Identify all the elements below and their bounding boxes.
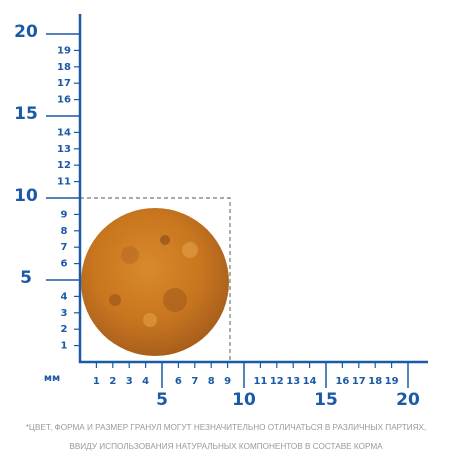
y-tick-label: 19 xyxy=(57,45,71,56)
y-tick-label: 8 xyxy=(61,226,68,237)
y-tick-label: 9 xyxy=(61,209,68,220)
x-tick-label: 1 xyxy=(93,376,100,387)
x-major-label: 5 xyxy=(156,390,168,410)
x-tick-label: 7 xyxy=(191,376,198,387)
x-tick-label: 19 xyxy=(385,376,399,387)
unit-label: мм xyxy=(44,373,60,384)
x-major-label: 15 xyxy=(314,390,338,410)
x-tick-label: 3 xyxy=(126,376,133,387)
y-tick-label: 4 xyxy=(61,291,68,302)
x-tick-label: 13 xyxy=(286,376,300,387)
x-tick-label: 9 xyxy=(224,376,231,387)
y-tick-label: 12 xyxy=(57,160,71,171)
y-tick-label: 7 xyxy=(61,242,68,253)
y-tick-label: 2 xyxy=(61,324,68,335)
x-tick-label: 18 xyxy=(368,376,382,387)
kibble xyxy=(81,208,229,356)
y-major-label: 20 xyxy=(14,22,38,42)
footnote: *ЦВЕТ, ФОРМА И РАЗМЕР ГРАНУЛ МОГУТ НЕЗНА… xyxy=(26,423,427,432)
y-tick-label: 6 xyxy=(61,259,68,270)
x-tick-label: 16 xyxy=(335,376,349,387)
size-box xyxy=(80,197,231,362)
x-tick-label: 8 xyxy=(208,376,215,387)
y-tick-label: 18 xyxy=(57,62,71,73)
x-tick-label: 6 xyxy=(175,376,182,387)
x-tick-label: 11 xyxy=(253,376,267,387)
x-tick-label: 12 xyxy=(270,376,284,387)
y-tick-label: 17 xyxy=(57,78,71,89)
y-tick-label: 14 xyxy=(57,127,71,138)
y-tick-label: 16 xyxy=(57,95,71,106)
footnote: ВВИДУ ИСПОЛЬЗОВАНИЯ НАТУРАЛЬНЫХ КОМПОНЕН… xyxy=(69,442,383,451)
x-tick-label: 14 xyxy=(303,376,317,387)
y-major-label: 5 xyxy=(20,268,32,288)
y-tick-label: 13 xyxy=(57,144,71,155)
x-tick-label: 2 xyxy=(109,376,116,387)
x-major-label: 10 xyxy=(232,390,256,410)
x-tick-label: 17 xyxy=(352,376,366,387)
x-major-label: 20 xyxy=(396,390,420,410)
y-tick-label: 11 xyxy=(57,177,71,188)
y-major-label: 10 xyxy=(14,186,38,206)
y-tick-label: 1 xyxy=(61,341,68,352)
y-major-label: 15 xyxy=(14,104,38,124)
x-tick-label: 4 xyxy=(142,376,149,387)
y-tick-label: 3 xyxy=(61,308,68,319)
